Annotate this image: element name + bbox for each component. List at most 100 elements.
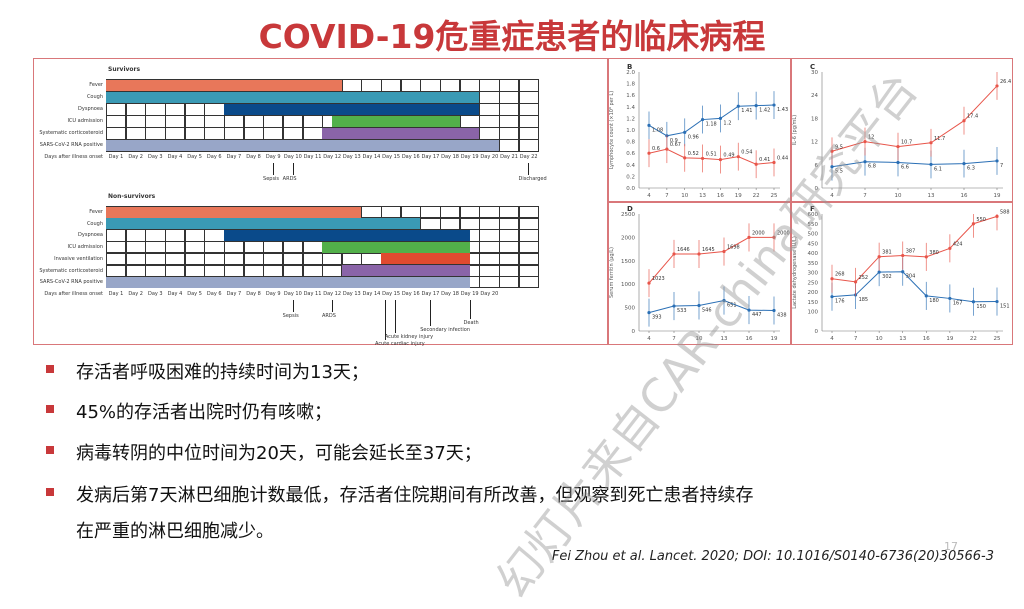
grid-cell <box>263 241 284 254</box>
data-point <box>647 281 651 285</box>
y-tick-label: 550 <box>808 222 819 228</box>
grid-cell <box>381 79 402 92</box>
bar-icu-admission <box>322 241 470 253</box>
x-tick-label: 13 <box>899 336 906 342</box>
y-tick-label: 250 <box>808 280 819 286</box>
day-label: Day 13 <box>342 290 361 297</box>
grid-cell <box>518 229 539 242</box>
data-label: 0.9 <box>670 138 678 144</box>
grid-cell <box>282 264 304 277</box>
data-label: 588 <box>1000 209 1010 215</box>
x-tick-label: 16 <box>923 336 930 342</box>
bar-sars-cov-2-rna-positive <box>106 276 470 288</box>
data-point <box>736 155 740 159</box>
y-tick-label: 1.0 <box>626 128 635 134</box>
bar-cough <box>106 91 480 103</box>
x-tick-label: 13 <box>721 336 728 342</box>
grid-cell <box>499 217 520 230</box>
y-tick-label: 0 <box>632 329 636 335</box>
data-label: 176 <box>835 299 845 305</box>
data-label: 1.42 <box>759 108 770 114</box>
chart-C: C IL-6 (pg/mL) 0 6 12 18 24 30 4 7 10 13 16 19 5.5 6.8 6… <box>792 63 1011 199</box>
y-tick-label: 0.4 <box>626 163 635 169</box>
chart-F: F Lactate dehydrogenase (U/L) 0 100 150 200 25… <box>792 205 1010 342</box>
data-label: 533 <box>677 308 687 314</box>
bullet-text: 发病后第7天淋巴细胞计数最低，存活者住院期间有所改善，但观察到死亡患者持续存 <box>76 485 754 506</box>
data-label: 252 <box>859 275 869 281</box>
grid-cell <box>125 229 146 242</box>
grid-cell <box>322 252 343 266</box>
day-label: Day 18 <box>441 290 459 297</box>
grid-cell <box>400 206 421 219</box>
day-label: Day 16 <box>401 290 420 297</box>
data-label: 0.51 <box>706 151 717 157</box>
data-label: 447 <box>752 312 762 318</box>
data-label: 381 <box>882 250 892 256</box>
data-label: 6.6 <box>901 164 909 170</box>
y-tick-label: 1000 <box>621 282 635 288</box>
event-label: Acute cardiac injury <box>375 340 425 347</box>
data-label: 185 <box>859 297 869 303</box>
grid-cell <box>125 127 146 140</box>
data-point <box>830 277 834 281</box>
grid-cell <box>125 241 146 254</box>
x-tick-label: 13 <box>699 193 706 199</box>
data-point <box>772 235 776 239</box>
y-tick-label: 1500 <box>621 259 635 265</box>
series-line-non-survivors <box>831 85 998 152</box>
grid-cell <box>204 229 225 242</box>
y-tick-label: 1.2 <box>626 116 635 122</box>
grid-cell <box>184 127 205 140</box>
data-point <box>647 151 651 155</box>
data-point <box>948 296 952 301</box>
data-label: 1023 <box>652 276 665 282</box>
data-point <box>962 162 966 166</box>
grid-cell <box>243 115 264 128</box>
day-label: Day 8 <box>246 290 261 297</box>
grid-cell <box>499 252 520 266</box>
day-label: Day 3 <box>147 154 163 160</box>
data-point <box>772 308 776 313</box>
y-tick-label: 1.8 <box>626 82 635 88</box>
grid-cell <box>459 206 480 219</box>
data-point <box>962 119 966 123</box>
data-label: 2000 <box>777 230 790 236</box>
grid-cell <box>479 103 500 116</box>
event-label: Death <box>463 319 479 326</box>
grid-cell <box>243 241 264 254</box>
bullet-text: 在严重的淋巴细胞减少。 <box>76 521 274 542</box>
y-tick-label: 0.0 <box>626 186 635 192</box>
grid-cell <box>381 206 402 219</box>
data-point <box>995 299 999 304</box>
grid-cell <box>164 252 186 266</box>
grid-cell <box>499 139 520 152</box>
data-point <box>995 214 999 218</box>
data-point <box>683 156 687 160</box>
y-tick-label: 100 <box>808 310 819 316</box>
day-label: Day 14 <box>362 154 381 160</box>
grid-cell <box>282 241 304 254</box>
grid-cell <box>361 252 382 266</box>
x-tick-label: 7 <box>672 336 676 342</box>
grid-cell <box>184 103 205 116</box>
grid-cell <box>499 91 520 104</box>
bar-systematic-corticosteroid <box>322 127 480 139</box>
day-label: Day 9 <box>265 290 281 297</box>
series-line-survivors <box>831 160 998 168</box>
x-tick-label: 19 <box>946 336 953 342</box>
grid-cell <box>440 206 461 219</box>
grid-cell <box>479 276 500 289</box>
grid-cell <box>164 264 186 277</box>
grid-cell <box>204 264 225 277</box>
grid-cell <box>518 115 539 128</box>
event-arrow <box>273 163 275 175</box>
data-label: 651 <box>727 303 737 309</box>
data-point <box>995 159 999 163</box>
grid-cell <box>125 264 146 277</box>
data-point <box>754 104 758 108</box>
grid-cell <box>518 252 539 266</box>
grid-cell <box>125 103 146 116</box>
day-label: Day 6 <box>206 290 222 297</box>
day-label: Day 20 <box>480 290 499 297</box>
grid-cell <box>164 241 186 254</box>
